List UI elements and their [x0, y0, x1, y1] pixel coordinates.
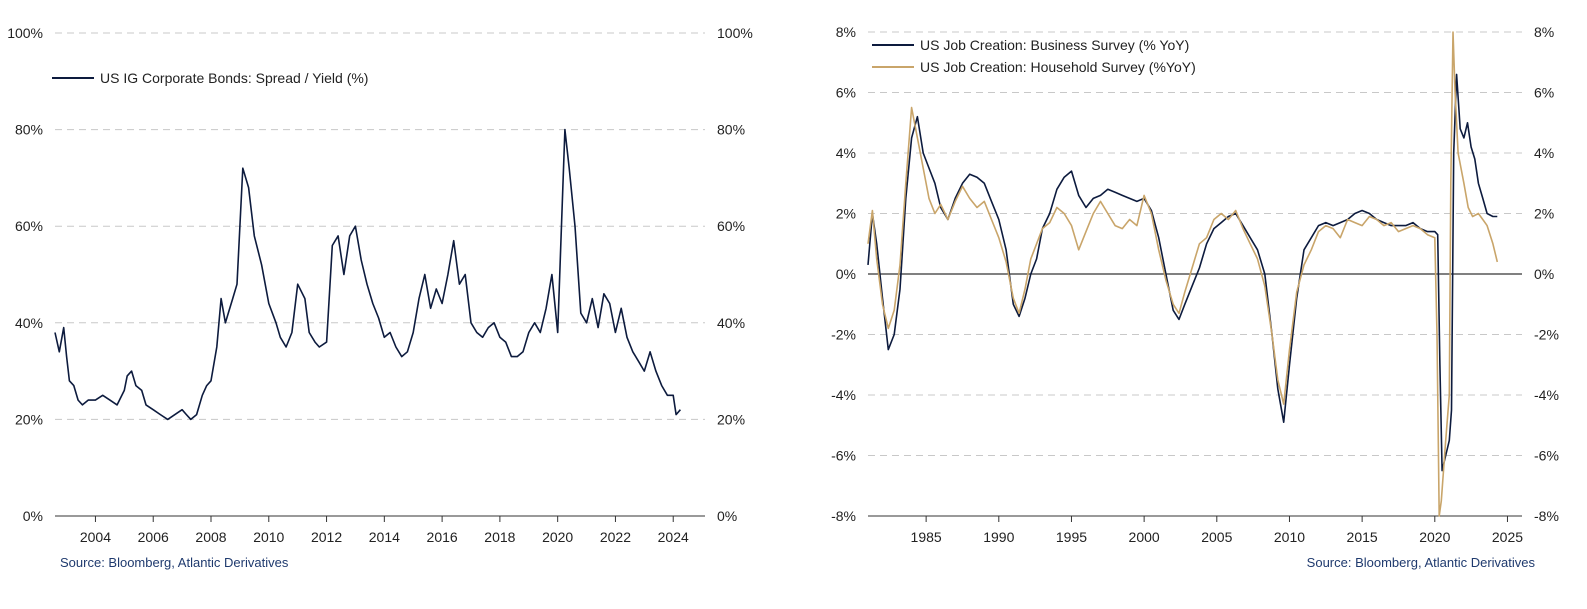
series-line [54, 128, 682, 421]
x-tick-label: 2008 [195, 529, 226, 545]
x-tick-label: 2010 [1274, 529, 1305, 545]
y-tick-label-left: 2% [836, 206, 856, 222]
x-tick-label: 2005 [1201, 529, 1232, 545]
series-line [867, 73, 1498, 472]
y-tick-label-right: 40% [717, 315, 745, 331]
y-tick-label-right: 4% [1534, 145, 1554, 161]
y-tick-label-right: 100% [717, 25, 753, 41]
y-tick-label-left: 60% [15, 218, 43, 234]
y-tick-label-left: 20% [15, 411, 43, 427]
y-tick-label-right: 2% [1534, 206, 1554, 222]
y-tick-label-right: 8% [1534, 24, 1554, 40]
x-tick-label: 2024 [658, 529, 689, 545]
y-tick-label-left: 100% [7, 25, 43, 41]
y-tick-label-left: 4% [836, 145, 856, 161]
x-tick-label: 2020 [542, 529, 573, 545]
x-tick-label: 2012 [311, 529, 342, 545]
y-tick-label-right: 6% [1534, 85, 1554, 101]
chart-left-spread-yield: 0% 0% 20% 20% 40% 40% 60% 60% 80% 80% 100% 100% 2004… [7, 25, 753, 545]
y-tick-label-right: 80% [717, 122, 745, 138]
x-tick-label: 2006 [138, 529, 169, 545]
legend-label: US IG Corporate Bonds: Spread / Yield (%… [100, 70, 368, 86]
y-tick-label-right: -6% [1534, 448, 1559, 464]
x-tick-label: 1990 [983, 529, 1014, 545]
y-tick-label-left: 0% [23, 508, 43, 524]
y-tick-label-left: -8% [831, 508, 856, 524]
y-tick-label-left: 0% [836, 266, 856, 282]
series-line [867, 31, 1499, 517]
x-tick-label: 1995 [1056, 529, 1087, 545]
y-tick-label-right: -4% [1534, 387, 1559, 403]
x-tick-label: 2000 [1129, 529, 1160, 545]
source-note-left: Source: Bloomberg, Atlantic Derivatives [60, 555, 289, 570]
y-tick-label-right: -2% [1534, 327, 1559, 343]
y-tick-label-right: 0% [1534, 266, 1554, 282]
y-tick-label-left: -2% [831, 327, 856, 343]
chart-right-job-creation: -8% -8% -6% -6% -4% -4% -2% -2% 0% 0% 2% 2% 4% 4% 6% 6%… [831, 24, 1559, 545]
x-tick-label: 2022 [600, 529, 631, 545]
y-tick-label-right: -8% [1534, 508, 1559, 524]
legend-label: US Job Creation: Household Survey (%YoY) [920, 59, 1196, 75]
y-tick-label-right: 20% [717, 411, 745, 427]
y-tick-label-left: 80% [15, 122, 43, 138]
y-tick-label-left: -6% [831, 448, 856, 464]
x-tick-label: 2018 [484, 529, 515, 545]
x-tick-label: 2025 [1492, 529, 1523, 545]
legend-label: US Job Creation: Business Survey (% YoY) [920, 37, 1189, 53]
source-note-right: Source: Bloomberg, Atlantic Derivatives [1306, 555, 1535, 570]
x-tick-label: 2020 [1419, 529, 1450, 545]
x-tick-label: 2010 [253, 529, 284, 545]
y-tick-label-right: 60% [717, 218, 745, 234]
x-tick-label: 2015 [1347, 529, 1378, 545]
y-tick-label-left: 40% [15, 315, 43, 331]
y-tick-label-right: 0% [717, 508, 737, 524]
x-tick-label: 2016 [427, 529, 458, 545]
y-tick-label-left: 6% [836, 85, 856, 101]
y-tick-label-left: 8% [836, 24, 856, 40]
x-tick-label: 2014 [369, 529, 400, 545]
x-tick-label: 1985 [911, 529, 942, 545]
x-tick-label: 2004 [80, 529, 111, 545]
y-tick-label-left: -4% [831, 387, 856, 403]
